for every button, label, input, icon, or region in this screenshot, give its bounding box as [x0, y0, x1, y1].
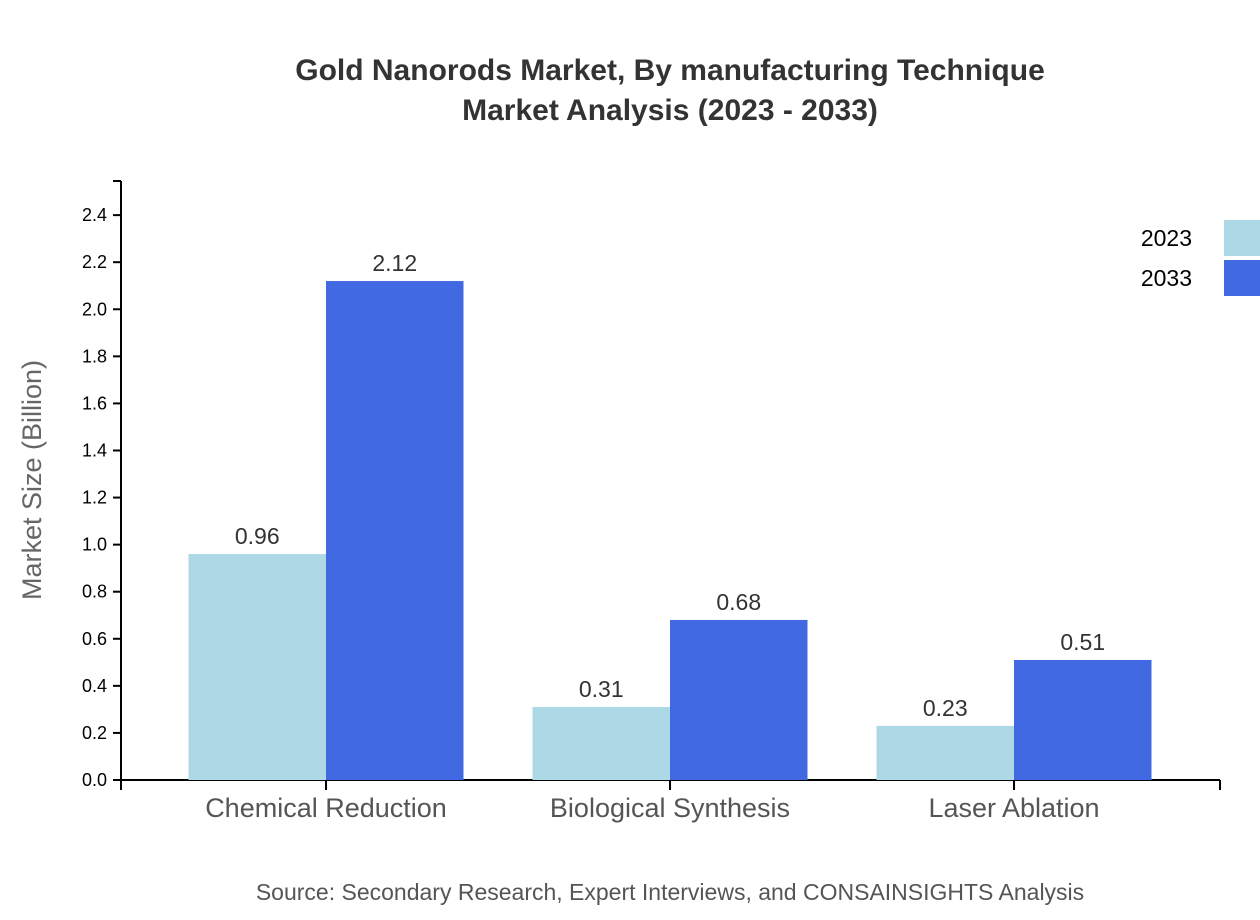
legend-label: 2023	[1141, 225, 1192, 251]
y-tick-label: 0.4	[82, 676, 107, 696]
data-label: 0.31	[579, 676, 624, 702]
bar-2033	[1014, 659, 1152, 780]
y-tick-label: 1.2	[82, 488, 107, 508]
legend: 2023 2033	[1141, 220, 1260, 296]
x-tick-label: Laser Ablation	[928, 793, 1099, 823]
data-label: 0.51	[1060, 629, 1105, 655]
legend-swatch-2033	[1224, 260, 1260, 296]
x-tick-label: Chemical Reduction	[205, 793, 447, 823]
chart-title-line-2: Market Analysis (2023 - 2033)	[462, 94, 878, 127]
bar-2033	[670, 619, 808, 780]
source-note: Source: Secondary Research, Expert Inter…	[256, 879, 1084, 905]
x-axis: Chemical Reduction Biological Synthesis La…	[120, 779, 1221, 823]
y-tick-label: 2.0	[82, 299, 107, 319]
data-label: 0.68	[716, 589, 761, 615]
bars: 0.96 2.12 0.31 0.68 0.23 0.51	[188, 250, 1152, 780]
y-tick-label: 0.8	[82, 582, 107, 602]
y-tick-label: 0.0	[82, 770, 107, 790]
y-tick-label: 2.2	[82, 252, 107, 272]
data-label: 2.12	[372, 250, 417, 276]
y-axis: 0.0 0.2 0.4 0.6 0.8 1.0 1.2 1.4 1.6 1.8 2.0 2.2 2.4	[82, 180, 122, 790]
y-tick-label: 1.8	[82, 346, 107, 366]
y-tick-label: 0.6	[82, 629, 107, 649]
y-tick-label: 1.4	[82, 440, 107, 460]
y-tick-label: 0.2	[82, 723, 107, 743]
legend-swatch-2023	[1224, 220, 1260, 256]
legend-label: 2033	[1141, 265, 1192, 291]
data-label: 0.23	[923, 695, 968, 721]
bar-2033	[326, 281, 464, 780]
x-tick-label: Biological Synthesis	[550, 793, 790, 823]
y-axis-label: Market Size (Billion)	[17, 360, 47, 600]
y-tick-label: 2.4	[82, 205, 107, 225]
data-label: 0.96	[235, 523, 280, 549]
bar-2023	[532, 707, 670, 780]
chart-title-line-1: Gold Nanorods Market, By manufacturing T…	[295, 54, 1045, 87]
bar-2023	[188, 554, 326, 780]
y-tick-label: 1.0	[82, 535, 107, 555]
y-tick-label: 1.6	[82, 393, 107, 413]
bar-2023	[876, 725, 1014, 780]
